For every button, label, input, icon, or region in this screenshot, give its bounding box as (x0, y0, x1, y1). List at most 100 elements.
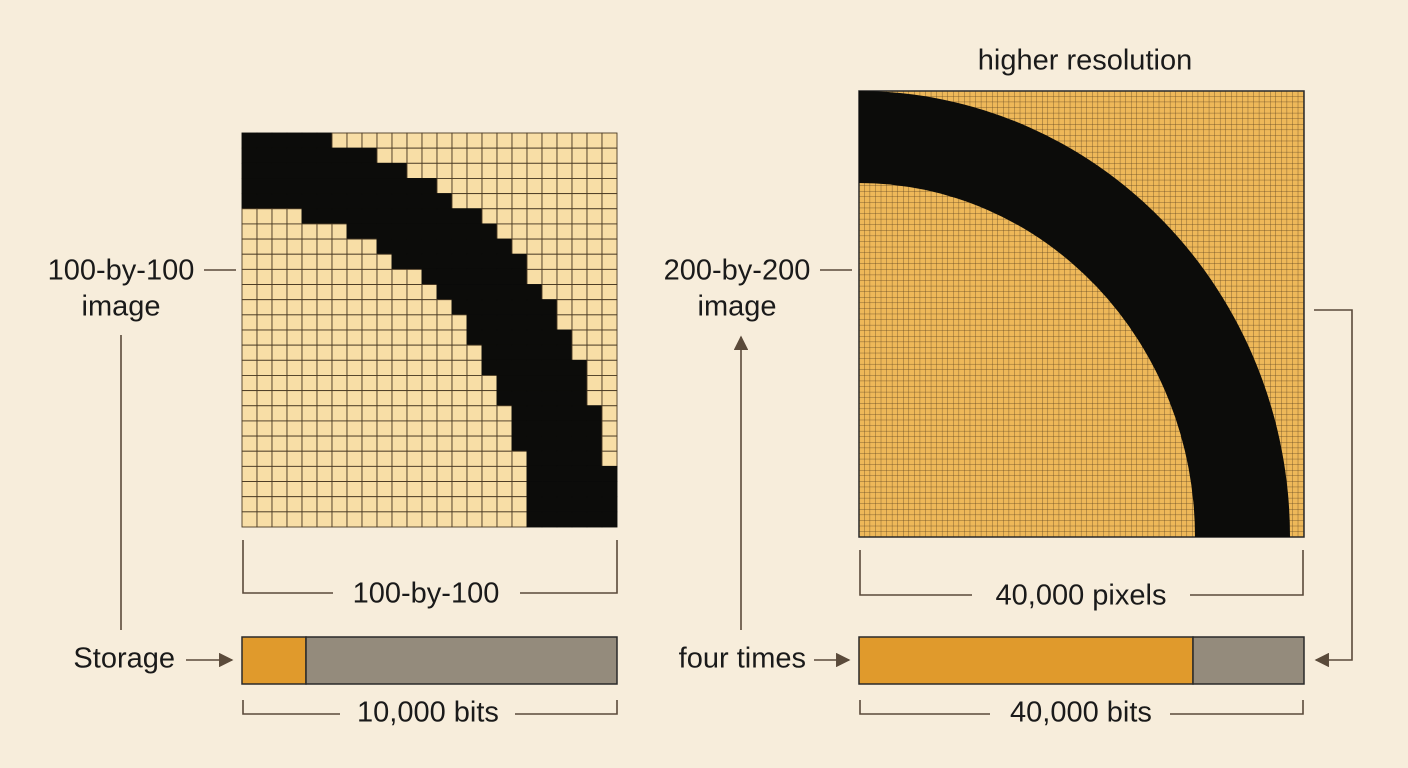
pixel (586, 375, 603, 392)
pixel (421, 178, 438, 195)
pixel (541, 299, 558, 316)
pixel (271, 178, 288, 195)
pixel (586, 465, 603, 482)
pixel (331, 405, 348, 422)
pixel (511, 390, 528, 407)
pixel (256, 193, 273, 210)
pixel (241, 511, 258, 528)
pixel (301, 253, 318, 270)
pixel (421, 193, 438, 210)
pixel (241, 238, 258, 255)
pixel (496, 496, 513, 513)
pixel (526, 359, 543, 376)
pixel (436, 284, 453, 301)
pixel (436, 344, 453, 361)
pixel (541, 450, 558, 467)
pixel (481, 223, 498, 240)
pixel (361, 314, 378, 331)
pixel (451, 284, 468, 301)
pixel (406, 390, 423, 407)
pixel (511, 496, 528, 513)
pixel (286, 450, 303, 467)
pixel (436, 268, 453, 285)
pixel (526, 496, 543, 513)
pixel (391, 511, 408, 528)
pixel (571, 375, 588, 392)
pixel (556, 405, 573, 422)
pixel (241, 344, 258, 361)
pixel (331, 420, 348, 437)
pixel (436, 208, 453, 225)
pixel (496, 344, 513, 361)
pixel (421, 284, 438, 301)
pixel (331, 465, 348, 482)
pixel (481, 496, 498, 513)
pixel (511, 329, 528, 346)
pixel (361, 465, 378, 482)
pixel (526, 375, 543, 392)
pixel (256, 208, 273, 225)
pixel (361, 162, 378, 179)
pixel (526, 344, 543, 361)
pixel (481, 344, 498, 361)
pixel (406, 178, 423, 195)
pixel (361, 344, 378, 361)
pixel (511, 314, 528, 331)
pixel (466, 390, 483, 407)
pixel (436, 193, 453, 210)
pixel (601, 329, 618, 346)
low-res-grid (241, 132, 618, 528)
pixel (271, 193, 288, 210)
pixel (316, 511, 333, 528)
bracket (859, 700, 1304, 715)
pixel (361, 268, 378, 285)
pixel (526, 208, 543, 225)
storage-bar-used (858, 636, 1194, 685)
pixel (286, 420, 303, 437)
pixel (421, 329, 438, 346)
pixel (346, 238, 363, 255)
pixel (556, 359, 573, 376)
pixel (256, 253, 273, 270)
pixel (331, 481, 348, 498)
pixel (301, 390, 318, 407)
pixel (556, 253, 573, 270)
pixel (301, 375, 318, 392)
pixel (481, 268, 498, 285)
pixel (406, 420, 423, 437)
pixel (391, 147, 408, 164)
pixel (346, 405, 363, 422)
pixel (526, 329, 543, 346)
pixel (316, 481, 333, 498)
pixel (316, 253, 333, 270)
pixel (301, 284, 318, 301)
pixel (466, 253, 483, 270)
pixel (466, 405, 483, 422)
pixel (451, 193, 468, 210)
bracket (859, 550, 1304, 596)
pixel (556, 132, 573, 149)
pixel (271, 465, 288, 482)
pixel (541, 496, 558, 513)
pixel (586, 405, 603, 422)
pixel (586, 481, 603, 498)
pixel (301, 435, 318, 452)
pixel (601, 314, 618, 331)
left-image-label: 100-by-100 (48, 255, 195, 287)
pixel (436, 481, 453, 498)
pixel (586, 268, 603, 285)
pixel (586, 208, 603, 225)
pixel (541, 420, 558, 437)
left-image-label: image (82, 291, 161, 323)
pixel (541, 344, 558, 361)
pixel (466, 193, 483, 210)
pixel (556, 344, 573, 361)
pixel (361, 405, 378, 422)
pixel (571, 496, 588, 513)
pixel (361, 284, 378, 301)
pixel (526, 132, 543, 149)
pixel (436, 390, 453, 407)
pixel (586, 435, 603, 452)
pixel (481, 375, 498, 392)
pixel (436, 223, 453, 240)
